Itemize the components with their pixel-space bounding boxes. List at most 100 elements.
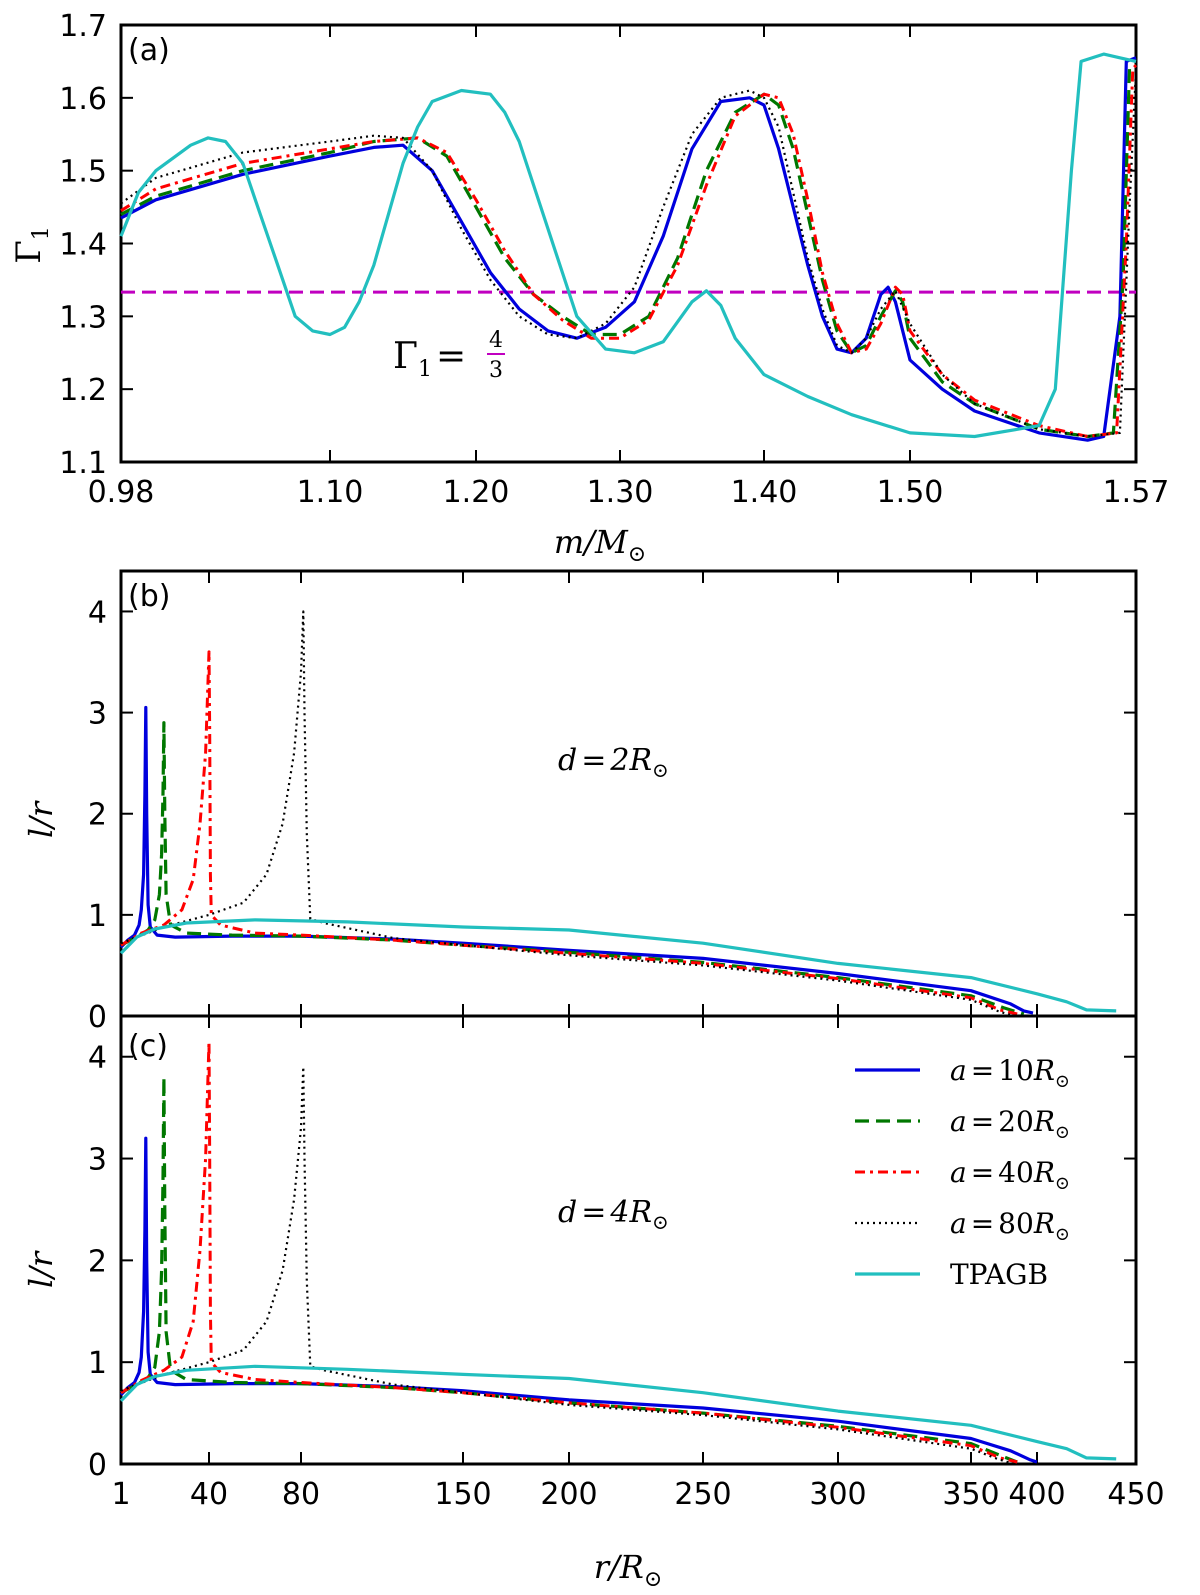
x-tick-label: 300 xyxy=(809,1477,866,1512)
y-tick-label: 1.3 xyxy=(59,300,107,335)
legend-label-value: 20 xyxy=(998,1105,1034,1138)
series-line-3 xyxy=(120,68,1138,438)
panel-a-frame xyxy=(119,23,1138,464)
legend-label-eq: = xyxy=(971,1207,994,1240)
y-tick-label: 1.5 xyxy=(59,155,107,190)
legend-label-r: R xyxy=(1033,1054,1055,1087)
legend-label-eq: = xyxy=(971,1054,994,1087)
legend-label-value: 80 xyxy=(998,1207,1034,1240)
legend-label-sub: ⊙ xyxy=(1055,1122,1070,1143)
panel-c-annotation-d: d xyxy=(558,1195,577,1230)
x-tick-label: 0.98 xyxy=(88,475,155,510)
panel-c-annotation: d = 4R⊙ xyxy=(558,1195,669,1234)
x-tick-label: 80 xyxy=(282,1477,320,1512)
x-tick-label: 350 xyxy=(942,1477,999,1512)
panel-a-xlabel-sub: ⊙ xyxy=(628,542,646,567)
series-line-2 xyxy=(120,64,1138,438)
panel-a-annotation: Γ1 = 4 3 xyxy=(393,328,505,383)
x-tick-label: 1.50 xyxy=(877,475,944,510)
series-line-2 xyxy=(120,650,1018,1016)
y-tick-label: 3 xyxy=(88,697,107,732)
y-tick-label: 1 xyxy=(88,1346,107,1381)
panel-a-ticks: 1.1 1.2 1.3 1.4 1.5 1.6 1.7 0.98 1.10 1.20 1.30 1.4… xyxy=(59,9,1169,510)
y-tick-label: 0 xyxy=(88,1448,107,1483)
legend-label-sub: ⊙ xyxy=(1055,1173,1070,1194)
legend-label-r: R xyxy=(1033,1156,1055,1189)
panel-b-annotation-eq: = xyxy=(581,743,606,778)
legend: a = 10R⊙a = 20R⊙a = 40R⊙a = 80R⊙TPAGB xyxy=(855,1054,1070,1291)
legend-label-prefix: a xyxy=(950,1105,967,1138)
legend-label-3: a = 80R⊙ xyxy=(950,1207,1070,1245)
panel-c-annotation-value: 4R xyxy=(609,1195,652,1230)
series-line-1 xyxy=(120,721,1025,1016)
legend-label-1: a = 20R⊙ xyxy=(950,1105,1070,1143)
x-tick-label: 250 xyxy=(674,1477,731,1512)
x-tick-label: 1.20 xyxy=(443,475,510,510)
x-tick-label: 1 xyxy=(111,1477,130,1512)
y-tick-label: 1.4 xyxy=(59,228,107,263)
panel-a-ylabel-main: Γ xyxy=(9,240,49,264)
series-line-4 xyxy=(119,1364,1117,1461)
series-line-3 xyxy=(120,610,1011,1017)
annotation-den: 3 xyxy=(489,358,503,383)
legend-label-0: a = 10R⊙ xyxy=(950,1054,1070,1092)
y-tick-label: 2 xyxy=(88,798,107,833)
svg-text:Γ1=: Γ1 = xyxy=(393,336,466,382)
x-tick-label: 450 xyxy=(1107,1477,1164,1512)
panel-c-xlabel-sub: ⊙ xyxy=(644,1567,662,1592)
annotation-eq: = xyxy=(436,336,466,377)
annotation-gamma: Γ xyxy=(393,336,418,377)
panel-a: 1.1 1.2 1.3 1.4 1.5 1.6 1.7 0.98 1.10 1.20 1.30 1.4… xyxy=(9,9,1169,567)
x-tick-label: 200 xyxy=(540,1477,597,1512)
panel-a-ylabel: Γ1 xyxy=(9,226,54,264)
legend-label-prefix: a xyxy=(950,1054,967,1087)
panel-a-series xyxy=(119,52,1138,442)
legend-label-eq: = xyxy=(971,1156,994,1189)
panel-c-xlabel-main: r/R xyxy=(594,1548,644,1586)
panel-a-label: (a) xyxy=(128,33,170,68)
svg-text:Γ1: Γ1 xyxy=(9,226,54,264)
y-tick-label: 1.6 xyxy=(59,82,107,117)
legend-label-prefix: a xyxy=(950,1156,967,1189)
panel-b-frame xyxy=(119,569,1138,1018)
y-tick-label: 3 xyxy=(88,1143,107,1178)
panel-a-xlabel: m/M⊙ xyxy=(554,523,646,567)
panel-b-series xyxy=(119,610,1117,1017)
series-line-4 xyxy=(119,918,1117,1013)
y-tick-label: 1.1 xyxy=(59,446,107,481)
y-tick-label: 2 xyxy=(88,1244,107,1279)
y-tick-label: 4 xyxy=(88,1041,107,1076)
legend-label-r: R xyxy=(1033,1207,1055,1240)
panel-c-frame xyxy=(119,1014,1138,1466)
legend-label-r: R xyxy=(1033,1105,1055,1138)
legend-label-eq: = xyxy=(971,1105,994,1138)
y-tick-label: 1.7 xyxy=(59,9,107,44)
legend-label-prefix: a xyxy=(950,1207,967,1240)
panel-b-ticks: 0 1 2 3 4 xyxy=(88,571,1137,1035)
x-tick-label: 1.10 xyxy=(297,475,364,510)
legend-label-sub: ⊙ xyxy=(1055,1224,1070,1245)
x-tick-label: 1.40 xyxy=(731,475,798,510)
y-tick-label: 1 xyxy=(88,899,107,934)
panel-c-annotation-eq: = xyxy=(581,1195,606,1230)
series-line-3 xyxy=(120,1065,1011,1465)
panel-b: 0 1 2 3 4 (b) l/r d = 2R⊙ xyxy=(22,569,1138,1035)
legend-label-2: a = 40R⊙ xyxy=(950,1156,1070,1194)
annotation-gamma-sub: 1 xyxy=(418,357,432,382)
x-tick-label: 40 xyxy=(190,1477,228,1512)
series-line-0 xyxy=(119,1136,1038,1464)
panel-b-label: (b) xyxy=(128,579,170,614)
panel-b-annotation-sub: ⊙ xyxy=(652,758,669,782)
y-tick-label: 1.2 xyxy=(59,373,107,408)
panel-c-xlabel: r/R⊙ xyxy=(594,1548,663,1592)
series-line-4 xyxy=(119,52,1137,439)
panel-b-annotation-value: 2R xyxy=(609,743,652,778)
panel-c-ylabel: l/r xyxy=(22,1250,60,1288)
legend-label-value: 40 xyxy=(998,1156,1034,1189)
legend-label-value: 10 xyxy=(998,1054,1034,1087)
series-line-1 xyxy=(120,1075,1018,1464)
series-line-0 xyxy=(119,705,1034,1015)
